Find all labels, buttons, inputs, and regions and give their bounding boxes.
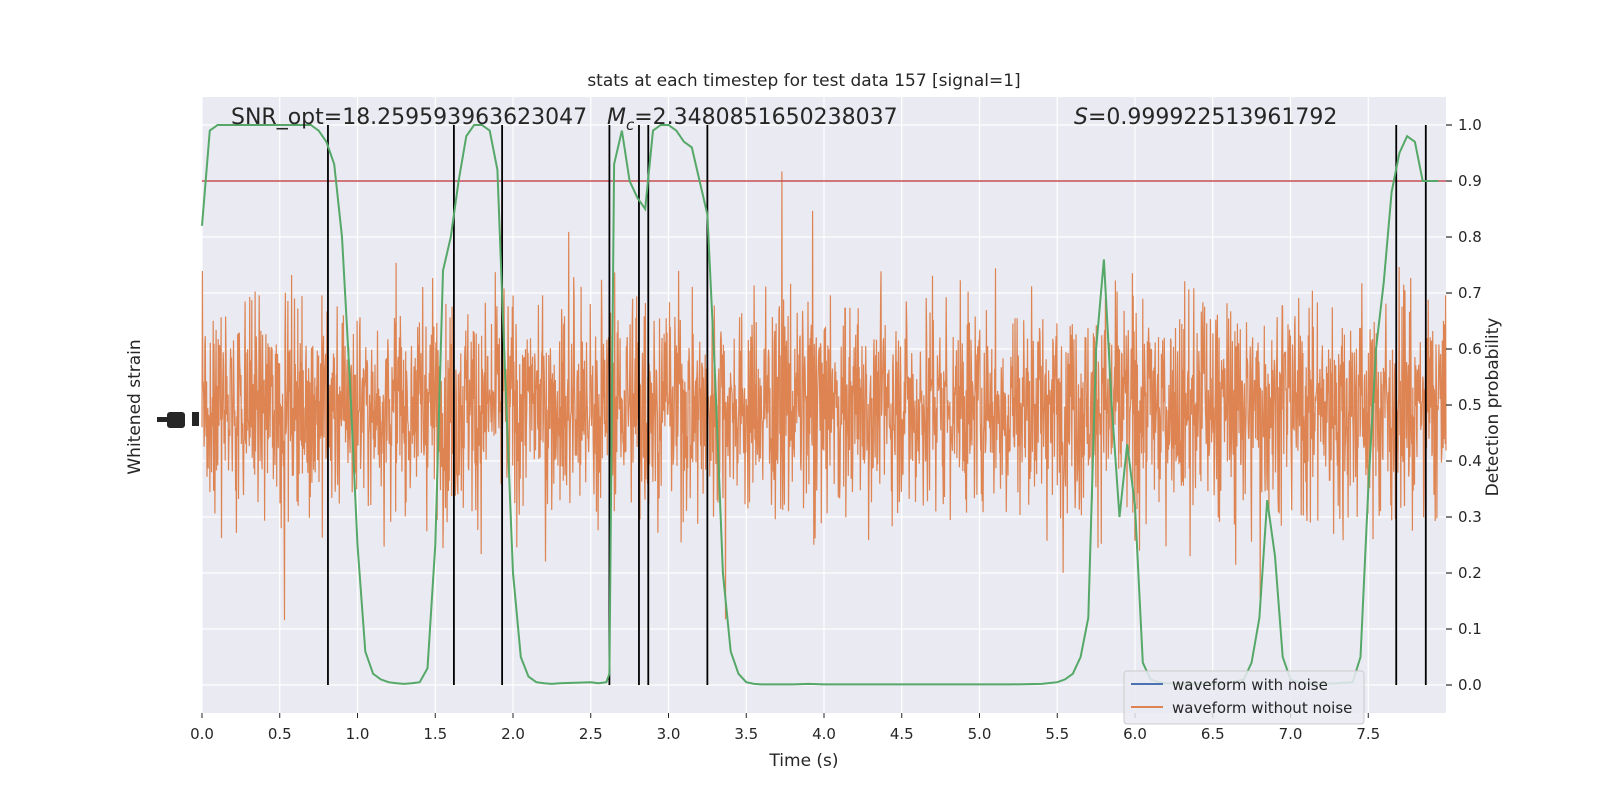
chart-title: stats at each timestep for test data 157… <box>587 71 1020 91</box>
plot-area: 0.0 0.1 0.2 0.3 0.4 0.5 0.6 0.7 0.8 0.9 1.0 0.0 0.5 1… <box>157 97 1482 743</box>
y-tick-label-right: 0.9 <box>1458 172 1482 190</box>
x-tick-label: 5.0 <box>968 725 992 743</box>
y-axis-label-right: Detection probability <box>1483 318 1503 497</box>
y-tick-label-right: 0.7 <box>1458 284 1482 302</box>
chirp-mass-subscript: c <box>626 116 635 134</box>
x-tick-label: 7.0 <box>1279 725 1303 743</box>
x-tick-label: 2.0 <box>501 725 525 743</box>
x-tick-label: 3.5 <box>734 725 758 743</box>
x-axis-label: Time (s) <box>768 751 838 771</box>
snr-annotation: SNR_opt=18.259593963623047 <box>231 105 587 130</box>
legend-label-without-noise: waveform without noise <box>1172 699 1352 717</box>
s-value: =0.999922513961792 <box>1088 105 1337 130</box>
chirp-mass-annotation: Mc=2.3480851650238037 <box>607 105 898 134</box>
chirp-mass-value: =2.3480851650238037 <box>634 105 897 130</box>
left-axis-tick-cluster <box>167 412 185 428</box>
y-axis-label-left: Whitened strain <box>125 339 145 474</box>
waveform-without-noise-line <box>201 171 1447 621</box>
y-tick-label-right: 0.1 <box>1458 620 1482 638</box>
x-tick-label: 6.0 <box>1123 725 1147 743</box>
y-tick-label-right: 0.4 <box>1458 452 1482 470</box>
y-tick-label-right: 1.0 <box>1458 116 1482 134</box>
y-tick-label-right: 0.2 <box>1458 564 1482 582</box>
left-axis-tick-cluster <box>192 412 199 426</box>
x-tick-label: 3.0 <box>657 725 681 743</box>
y-tick-label-right: 0.5 <box>1458 396 1482 414</box>
x-tick-label: 5.5 <box>1045 725 1069 743</box>
x-tick-label: 1.0 <box>346 725 370 743</box>
y-tick-label-right: 0.8 <box>1458 228 1482 246</box>
s-symbol: S <box>1074 105 1088 130</box>
detection-probability-line <box>201 124 1439 686</box>
chirp-mass-symbol: M <box>607 105 626 130</box>
y-tick-label-right: 0.0 <box>1458 676 1482 694</box>
x-tick-label: 2.5 <box>579 725 603 743</box>
x-tick-label: 7.5 <box>1356 725 1380 743</box>
left-axis-tick-cluster <box>157 417 167 422</box>
legend: waveform with noise waveform without noi… <box>1123 670 1365 725</box>
x-tick-label: 6.5 <box>1201 725 1225 743</box>
x-tick-label: 0.0 <box>190 725 214 743</box>
x-tick-label: 4.0 <box>812 725 836 743</box>
y-tick-label-right: 0.6 <box>1458 340 1482 358</box>
x-tick-label: 1.5 <box>423 725 447 743</box>
s-annotation: S=0.999922513961792 <box>1074 105 1337 130</box>
y-tick-label-right: 0.3 <box>1458 508 1482 526</box>
x-tick-label: 4.5 <box>890 725 914 743</box>
x-tick-label: 0.5 <box>268 725 292 743</box>
legend-label-with-noise: waveform with noise <box>1172 676 1328 694</box>
